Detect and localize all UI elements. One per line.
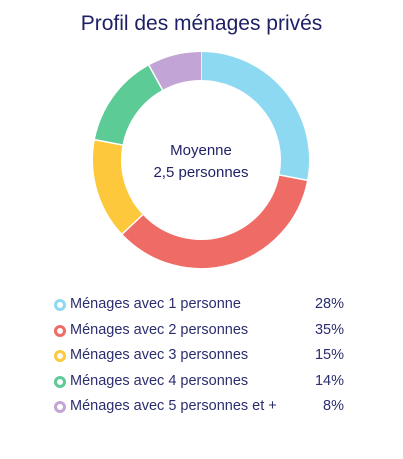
legend-item: Ménages avec 1 personne 28% [52,296,352,322]
slice-separator [148,64,164,91]
legend-marker-icon [54,299,66,311]
legend-value: 14% [314,372,344,389]
legend-label: Ménages avec 5 personnes et + [70,398,277,414]
legend-marker-icon [54,375,66,388]
donut-chart [93,52,309,268]
donut-slice [93,139,144,234]
legend-label: Ménages avec 4 personnes [70,372,249,389]
legend-value: 35% [314,321,344,338]
legend: Ménages avec 1 personne 28% Ménages avec… [52,296,352,424]
legend-marker-icon [54,350,66,362]
chart-title: Profil des ménages privés [80,12,323,35]
legend-label: Ménages avec 2 personnes [70,321,249,338]
legend-label: Ménages avec 1 personne [70,296,241,312]
legend-value: 28% [314,296,344,312]
legend-item: Ménages avec 4 personnes 14% [52,373,352,399]
legend-value: 15% [314,347,344,363]
legend-item: Ménages avec 2 personnes 35% [52,322,352,348]
donut-slice [94,65,163,146]
donut-slice [148,52,202,91]
slice-separator [121,214,144,235]
legend-item: Ménages avec 5 personnes et + 8% [52,398,352,424]
center-label-title: Moyenne [170,142,232,159]
donut-slice [200,52,309,181]
center-label-value: 2,5 personnes [153,164,249,181]
legend-marker-icon [54,324,66,337]
slice-separator [94,139,123,146]
legend-value: 8% [323,398,344,414]
donut-slice [122,174,308,268]
legend-label: Ménages avec 3 personnes [70,347,249,363]
slice-separator [279,174,308,181]
legend-marker-icon [54,401,66,413]
legend-item: Ménages avec 3 personnes 15% [52,347,352,373]
